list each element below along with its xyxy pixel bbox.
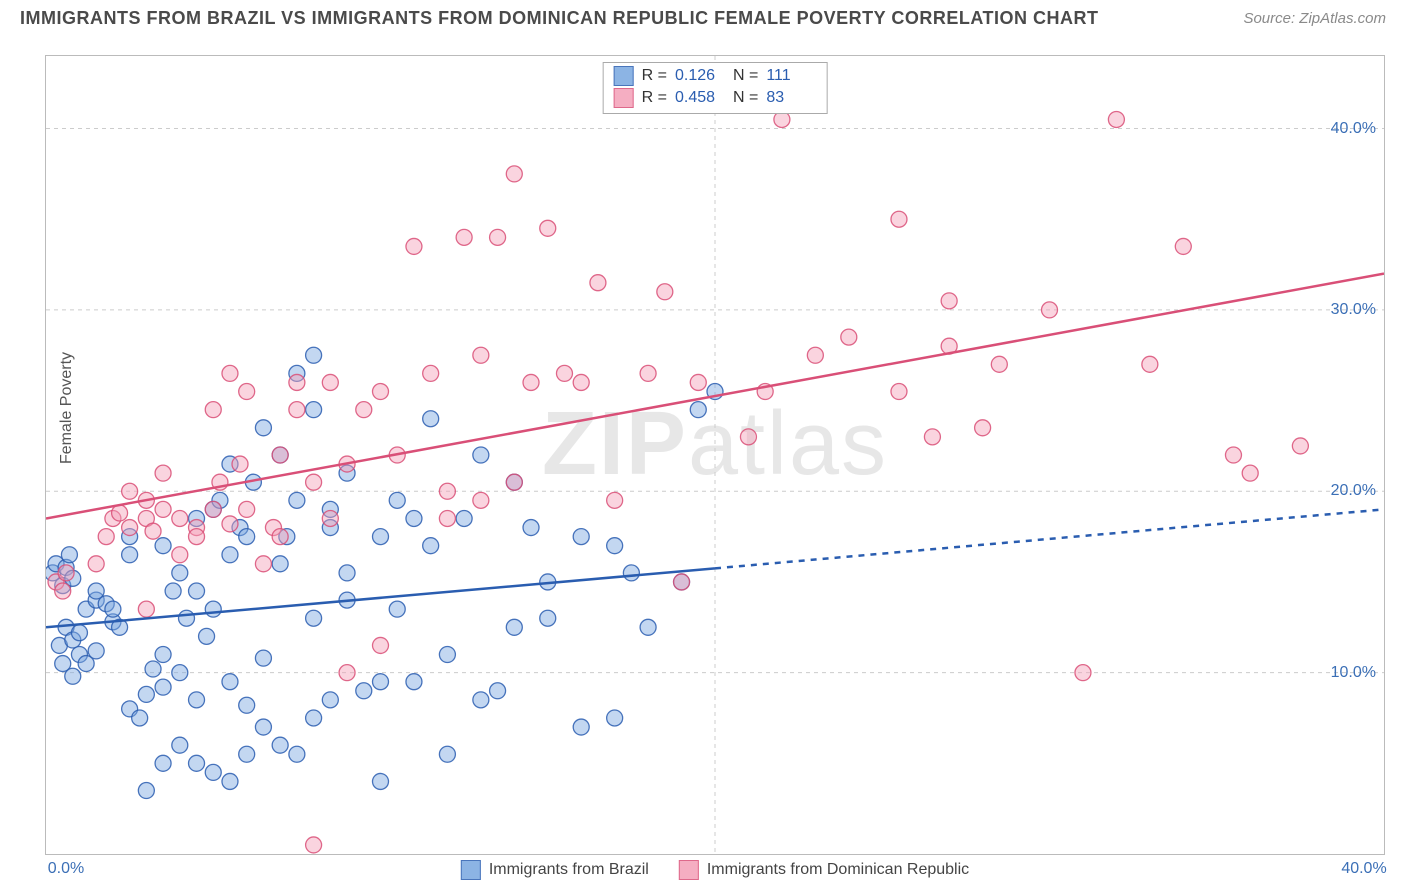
r-value-brazil: 0.126 <box>675 67 725 85</box>
y-tick-label: 40.0% <box>1331 120 1376 138</box>
legend-swatch-dominican <box>679 860 699 880</box>
x-tick-label: 40.0% <box>1341 860 1386 878</box>
n-label: N = <box>733 67 758 85</box>
n-value-brazil: 111 <box>766 67 816 85</box>
r-label: R = <box>642 89 667 107</box>
stats-legend: R = 0.126 N = 111 R = 0.458 N = 83 <box>603 62 828 114</box>
y-tick-label: 10.0% <box>1331 664 1376 682</box>
legend-swatch-brazil <box>461 860 481 880</box>
scatter-plot <box>46 56 1384 854</box>
n-value-dominican: 83 <box>766 89 816 107</box>
y-tick-label: 20.0% <box>1331 482 1376 500</box>
r-label: R = <box>642 67 667 85</box>
legend-label-dominican: Immigrants from Dominican Republic <box>707 861 969 879</box>
stats-row-brazil: R = 0.126 N = 111 <box>614 65 817 87</box>
chart-source: Source: ZipAtlas.com <box>1243 10 1386 27</box>
chart-container: Female Poverty ZIPatlas R = 0.126 N = 11… <box>45 55 1385 855</box>
r-value-dominican: 0.458 <box>675 89 725 107</box>
legend-bottom: Immigrants from Brazil Immigrants from D… <box>461 860 969 880</box>
chart-header: IMMIGRANTS FROM BRAZIL VS IMMIGRANTS FRO… <box>0 0 1406 37</box>
stats-row-dominican: R = 0.458 N = 83 <box>614 87 817 109</box>
chart-title: IMMIGRANTS FROM BRAZIL VS IMMIGRANTS FRO… <box>20 8 1098 29</box>
swatch-dominican <box>614 88 634 108</box>
x-tick-label: 0.0% <box>48 860 84 878</box>
n-label: N = <box>733 89 758 107</box>
legend-item-dominican: Immigrants from Dominican Republic <box>679 860 969 880</box>
swatch-brazil <box>614 66 634 86</box>
legend-item-brazil: Immigrants from Brazil <box>461 860 649 880</box>
y-tick-label: 30.0% <box>1331 301 1376 319</box>
legend-label-brazil: Immigrants from Brazil <box>489 861 649 879</box>
